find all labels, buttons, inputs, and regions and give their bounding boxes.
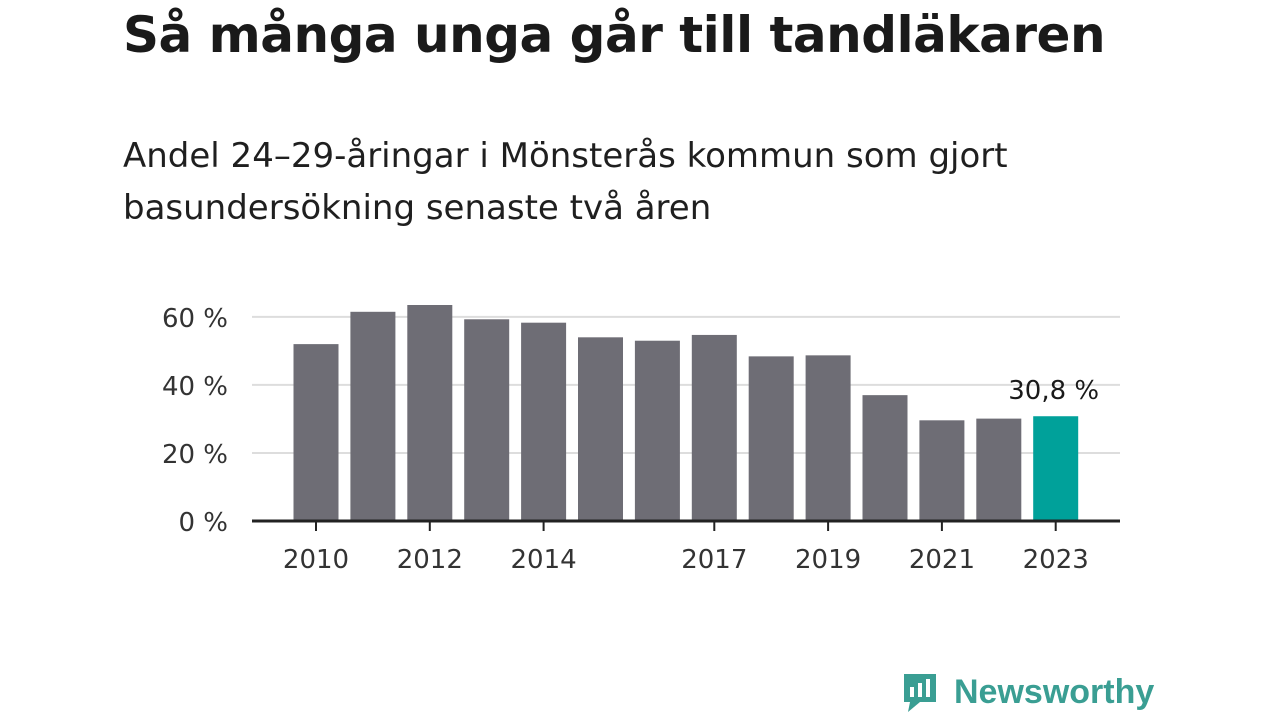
x-tick-label: 2019 xyxy=(795,545,861,575)
bar xyxy=(748,356,794,521)
bar xyxy=(293,344,339,521)
chart-title: Så många unga går till tandläkaren xyxy=(123,6,1106,64)
bar xyxy=(1033,416,1079,521)
bar xyxy=(919,420,965,521)
bar xyxy=(634,340,680,521)
bar xyxy=(578,337,623,521)
bar xyxy=(805,355,851,521)
bar xyxy=(350,311,396,521)
x-axis-ticks: 2010 2012 2014 2017 2019 2021 2023 xyxy=(283,521,1089,575)
x-tick-label: 2014 xyxy=(511,545,577,575)
y-axis-ticks: 0 % 20 % 40 % 60 % xyxy=(162,304,228,538)
y-tick-label: 20 % xyxy=(162,440,228,470)
bar xyxy=(407,305,453,521)
chart-subtitle: Andel 24–29-åringar i Mönsterås kommun s… xyxy=(123,136,1008,228)
x-tick-label: 2012 xyxy=(397,545,463,575)
x-tick-label: 2017 xyxy=(681,545,747,575)
newsworthy-bars-icon xyxy=(904,674,936,712)
bar xyxy=(691,334,737,521)
bar xyxy=(521,322,567,521)
bars xyxy=(293,305,1079,521)
bar xyxy=(976,418,1022,521)
x-tick-label: 2010 xyxy=(283,545,349,575)
grid-lines xyxy=(252,315,1120,454)
x-tick-label: 2023 xyxy=(1023,545,1089,575)
bar xyxy=(862,395,908,521)
annotations: 30,8 % xyxy=(1008,376,1099,406)
y-tick-label: 0 % xyxy=(178,508,228,538)
brand-name: Newsworthy xyxy=(954,672,1155,711)
highlight-value-label: 30,8 % xyxy=(1008,376,1099,406)
bar xyxy=(464,319,510,521)
y-tick-label: 60 % xyxy=(162,304,228,334)
newsworthy-logo: Newsworthy xyxy=(900,670,1154,714)
x-tick-label: 2021 xyxy=(909,545,975,575)
y-tick-label: 40 % xyxy=(162,372,228,402)
